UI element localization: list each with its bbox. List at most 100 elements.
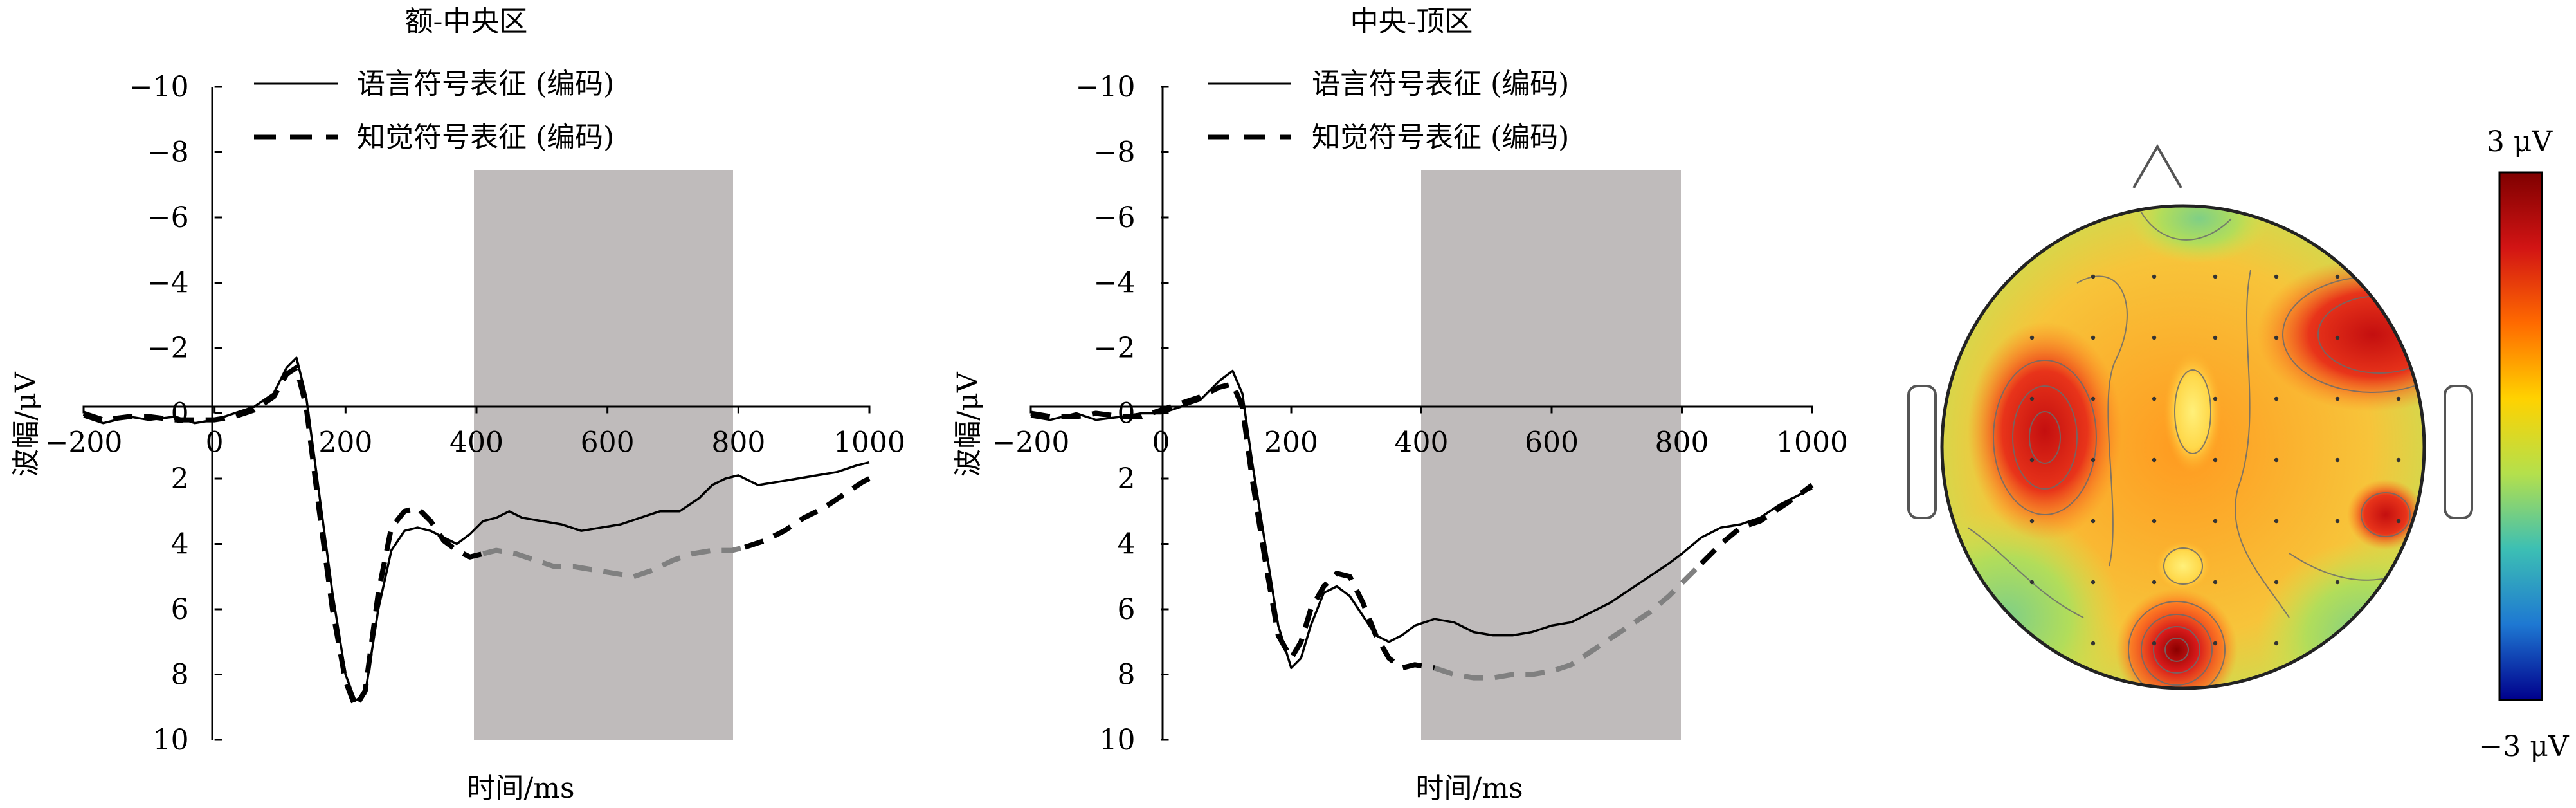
x-tick-label: 200: [318, 427, 372, 459]
series-line-perceptual: [744, 476, 871, 550]
y-tick-label: 0: [171, 398, 189, 430]
electrode-dot: [2213, 641, 2218, 646]
electrode-dot: [2213, 457, 2218, 463]
x-tick-label: 400: [1395, 427, 1449, 459]
y-tick-label: 2: [1118, 463, 1136, 495]
x-axis-label: 时间/ms: [467, 772, 574, 805]
right-mid-red-region: [2347, 479, 2424, 550]
x-tick-label: −200: [992, 427, 1070, 459]
legend-label-verbal: 语言符号表征 (编码): [357, 68, 614, 100]
y-axis-label: 波幅/μV: [10, 371, 42, 477]
series-line-perceptual: [1700, 482, 1814, 565]
x-tick-label: 1000: [1776, 427, 1848, 459]
electrode-dot: [2213, 580, 2218, 585]
x-tick-label: 600: [581, 427, 635, 459]
series-line-verbal: [1030, 369, 1813, 670]
electrode-dot: [2335, 519, 2340, 524]
x-tick-label: 0: [1152, 427, 1170, 459]
colorbar-max-label: 3 μV: [2487, 125, 2553, 158]
right-bottom-green-region: [2257, 540, 2424, 688]
electrode-dot: [2213, 519, 2218, 524]
head-left-ear: [1907, 385, 1937, 519]
y-tick-label: −4: [1094, 267, 1136, 300]
colorbar-gradient: [2498, 171, 2543, 701]
panel-title: 额-中央区: [405, 5, 528, 38]
electrode-dot: [2152, 457, 2157, 463]
y-tick-label: −6: [1094, 201, 1136, 234]
legend-label-verbal: 语言符号表征 (编码): [1312, 68, 1569, 100]
contour-lines: [1967, 212, 2424, 688]
x-axis-ticks: −200 0 200 400 600 800 1000: [992, 405, 1848, 459]
y-tick-label: −10: [129, 71, 189, 104]
electrode-dot: [2029, 519, 2035, 524]
head-outline: [1940, 204, 2426, 690]
x-tick-label: 0: [206, 427, 224, 459]
right-top-red-region: [2257, 257, 2424, 412]
colorbar: 3 μV −3 μV: [2479, 125, 2569, 763]
electrode-dot: [2029, 457, 2035, 463]
x-tick-label: 200: [1264, 427, 1318, 459]
electrode-dot: [2396, 457, 2401, 463]
x-axis-label: 时间/ms: [1415, 772, 1523, 805]
electrode-dot: [2029, 396, 2035, 401]
left-red-region: [1968, 322, 2122, 540]
electrode-dot: [2396, 519, 2401, 524]
electrode-dot: [2274, 519, 2279, 524]
electrode-dot: [2213, 274, 2218, 279]
top-center-green-region: [2128, 206, 2270, 264]
series-lines: [82, 356, 871, 710]
electrode-dot: [2335, 580, 2340, 585]
electrode-dot: [2213, 396, 2218, 401]
colorbar-min-label: −3 μV: [2479, 730, 2569, 763]
posterior-hot-spot: [2116, 589, 2238, 688]
y-tick-label: 6: [171, 593, 189, 626]
electrode-dot: [2091, 274, 2096, 279]
y-axis-label: 波幅/μV: [952, 371, 984, 477]
center-yellow-region: [2164, 351, 2222, 473]
electrode-dot: [2029, 335, 2035, 340]
series-line-verbal: [83, 356, 870, 702]
y-tick-label: 8: [171, 659, 189, 692]
series-line-perceptual: [1030, 381, 1435, 671]
electrode-dot: [2152, 335, 2157, 340]
head-nose: [2132, 144, 2182, 189]
mid-yellow-region: [2154, 540, 2212, 592]
y-tick-label: −8: [1094, 136, 1136, 169]
y-tick-label: 2: [171, 463, 189, 495]
panel-title: 中央-顶区: [1350, 5, 1473, 38]
shaded-time-window: [1421, 170, 1681, 740]
electrode-dot: [2396, 396, 2401, 401]
electrode-dot: [2274, 580, 2279, 585]
y-tick-label: −8: [147, 136, 189, 169]
electrode-dot: [2335, 274, 2340, 279]
electrode-dots: [2029, 274, 2401, 646]
series-line-perceptual: [482, 544, 746, 580]
scalp-topography-map: [1907, 144, 2473, 690]
y-tick-label: 0: [1118, 398, 1136, 430]
electrode-dot: [2335, 396, 2340, 401]
x-tick-label: 600: [1525, 427, 1579, 459]
y-tick-label: −2: [1094, 332, 1136, 365]
y-tick-label: 10: [153, 724, 189, 757]
electrode-dot: [2335, 457, 2340, 463]
electrode-dot: [2091, 580, 2096, 585]
electrode-dot: [2091, 641, 2096, 646]
electrode-dot: [2152, 274, 2157, 279]
x-tick-label: 400: [449, 427, 503, 459]
shaded-time-window: [474, 170, 733, 740]
electrode-dot: [2091, 457, 2096, 463]
series-line-perceptual: [1433, 562, 1703, 681]
electrode-dot: [2152, 519, 2157, 524]
electrode-dot: [2029, 580, 2035, 585]
electrode-dot: [2274, 396, 2279, 401]
electrode-dot: [2091, 519, 2096, 524]
y-tick-label: −2: [147, 332, 189, 365]
left-bottom-green-region: [1942, 508, 2122, 688]
electrode-dot: [2274, 274, 2279, 279]
electrode-dot: [2213, 335, 2218, 340]
electrode-dot: [2274, 641, 2279, 646]
electrode-dot: [2091, 335, 2096, 340]
